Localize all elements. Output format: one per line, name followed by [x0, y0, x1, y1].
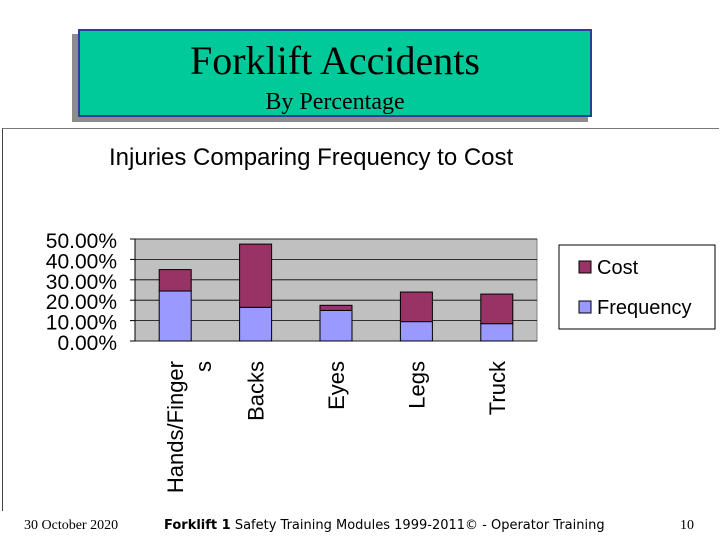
- x-tick-label: Eyes: [324, 361, 349, 410]
- x-tick-label: Truck: [485, 360, 510, 415]
- slide-subtitle: By Percentage: [265, 89, 405, 115]
- x-tick-label-part: Hands/Finger: [163, 361, 188, 493]
- footer-text: Safety Training Modules 1999-2011© - Ope…: [234, 518, 605, 533]
- bar-cost-0: [158, 269, 192, 292]
- legend: Cost Frequency: [558, 244, 716, 330]
- title-box: Forklift Accidents By Percentage: [78, 29, 592, 117]
- bar-frequency-2: [319, 309, 353, 342]
- plot-area: 50.00%40.00%30.00%20.00%10.00%0.00% Hands…: [46, 230, 538, 493]
- legend-box: [558, 244, 716, 330]
- x-tick-label-part: s: [191, 361, 216, 372]
- bar-frequency-4: [480, 323, 514, 342]
- chart-title: Injuries Comparing Frequency to Cost: [109, 144, 514, 171]
- bar-cost-3: [399, 291, 433, 323]
- x-tick-label-part: Truck: [485, 360, 510, 415]
- x-tick-label: Hands/Finger s: [163, 361, 216, 493]
- legend-label-cost: Cost: [597, 257, 639, 279]
- footer-brand: Forklift 1: [164, 518, 231, 533]
- x-tick-label: Backs: [244, 361, 269, 421]
- x-tick-label-part: Backs: [244, 361, 269, 421]
- y-tick-label: 30.00%: [46, 271, 117, 294]
- bar-cost-1: [239, 243, 273, 308]
- legend-swatch-cost: [578, 260, 592, 274]
- chart-frame: Injuries Comparing Frequency to Cost 50.…: [2, 128, 719, 511]
- bar-cost-2: [319, 304, 353, 311]
- footer-date: 30 October 2020: [24, 518, 119, 533]
- y-tick-label: 20.00%: [46, 291, 117, 314]
- x-tick-label-part: Legs: [404, 361, 429, 409]
- y-tick-label: 40.00%: [46, 250, 117, 273]
- y-tick-label: 50.00%: [46, 230, 117, 253]
- footer-credit: Forklift 1 Safety Training Modules 1999-…: [164, 518, 605, 533]
- chart-svg: Injuries Comparing Frequency to Cost 50.…: [46, 144, 716, 493]
- legend-label-frequency: Frequency: [597, 297, 692, 319]
- page-number: 10: [680, 518, 694, 533]
- bar-cost-4: [480, 293, 514, 325]
- x-tick-label-part: Eyes: [324, 361, 349, 410]
- bar-frequency-1: [239, 306, 273, 342]
- x-tick-label: Legs: [404, 361, 429, 409]
- y-tick-label: 10.00%: [46, 312, 117, 335]
- y-tick-label: 0.00%: [57, 332, 117, 355]
- legend-swatch-frequency: [578, 300, 592, 314]
- bar-frequency-0: [158, 290, 192, 342]
- slide-title: Forklift Accidents: [190, 38, 480, 83]
- bar-frequency-3: [399, 321, 433, 342]
